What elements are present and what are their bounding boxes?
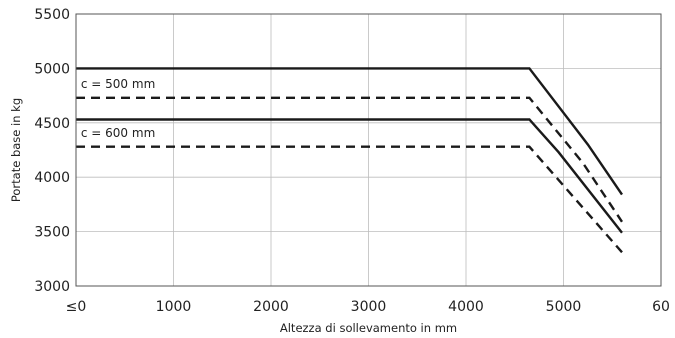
series-annotation: c = 600 mm xyxy=(81,126,155,140)
y-tick-label: 4000 xyxy=(34,170,70,186)
y-axis-label: Portate base in kg xyxy=(9,98,23,202)
series-line-3-solid xyxy=(76,118,623,234)
x-axis-label: Altezza di sollevamento in mm xyxy=(280,321,457,335)
series-lines xyxy=(76,67,623,254)
series-line-2-dashed xyxy=(76,96,623,223)
x-tick-label: 1000 xyxy=(156,299,192,315)
plot-frame xyxy=(75,13,662,287)
annotations: c = 500 mm c = 600 mm xyxy=(81,77,155,140)
y-tick-label: 3500 xyxy=(34,225,70,241)
x-tick-label: 60 xyxy=(652,299,670,315)
y-tick-label: 3000 xyxy=(34,279,70,295)
series-line-4-dashed xyxy=(76,145,623,254)
y-tick-labels: 3000 3500 4000 4500 5000 5500 xyxy=(34,7,70,295)
y-tick-label: 5500 xyxy=(34,7,70,23)
x-tick-label: 5000 xyxy=(546,299,582,315)
x-tick-label: ≤0 xyxy=(66,299,87,315)
x-tick-label: 4000 xyxy=(448,299,484,315)
x-tick-label: 2000 xyxy=(253,299,289,315)
series-line-1-solid xyxy=(76,67,623,196)
series-annotation: c = 500 mm xyxy=(81,77,155,91)
y-tick-label: 4500 xyxy=(34,116,70,132)
y-tick-label: 5000 xyxy=(34,61,70,77)
x-tick-labels: ≤0 1000 2000 3000 4000 5000 60 xyxy=(66,299,670,315)
x-tick-label: 3000 xyxy=(351,299,387,315)
grid-lines xyxy=(76,14,661,286)
